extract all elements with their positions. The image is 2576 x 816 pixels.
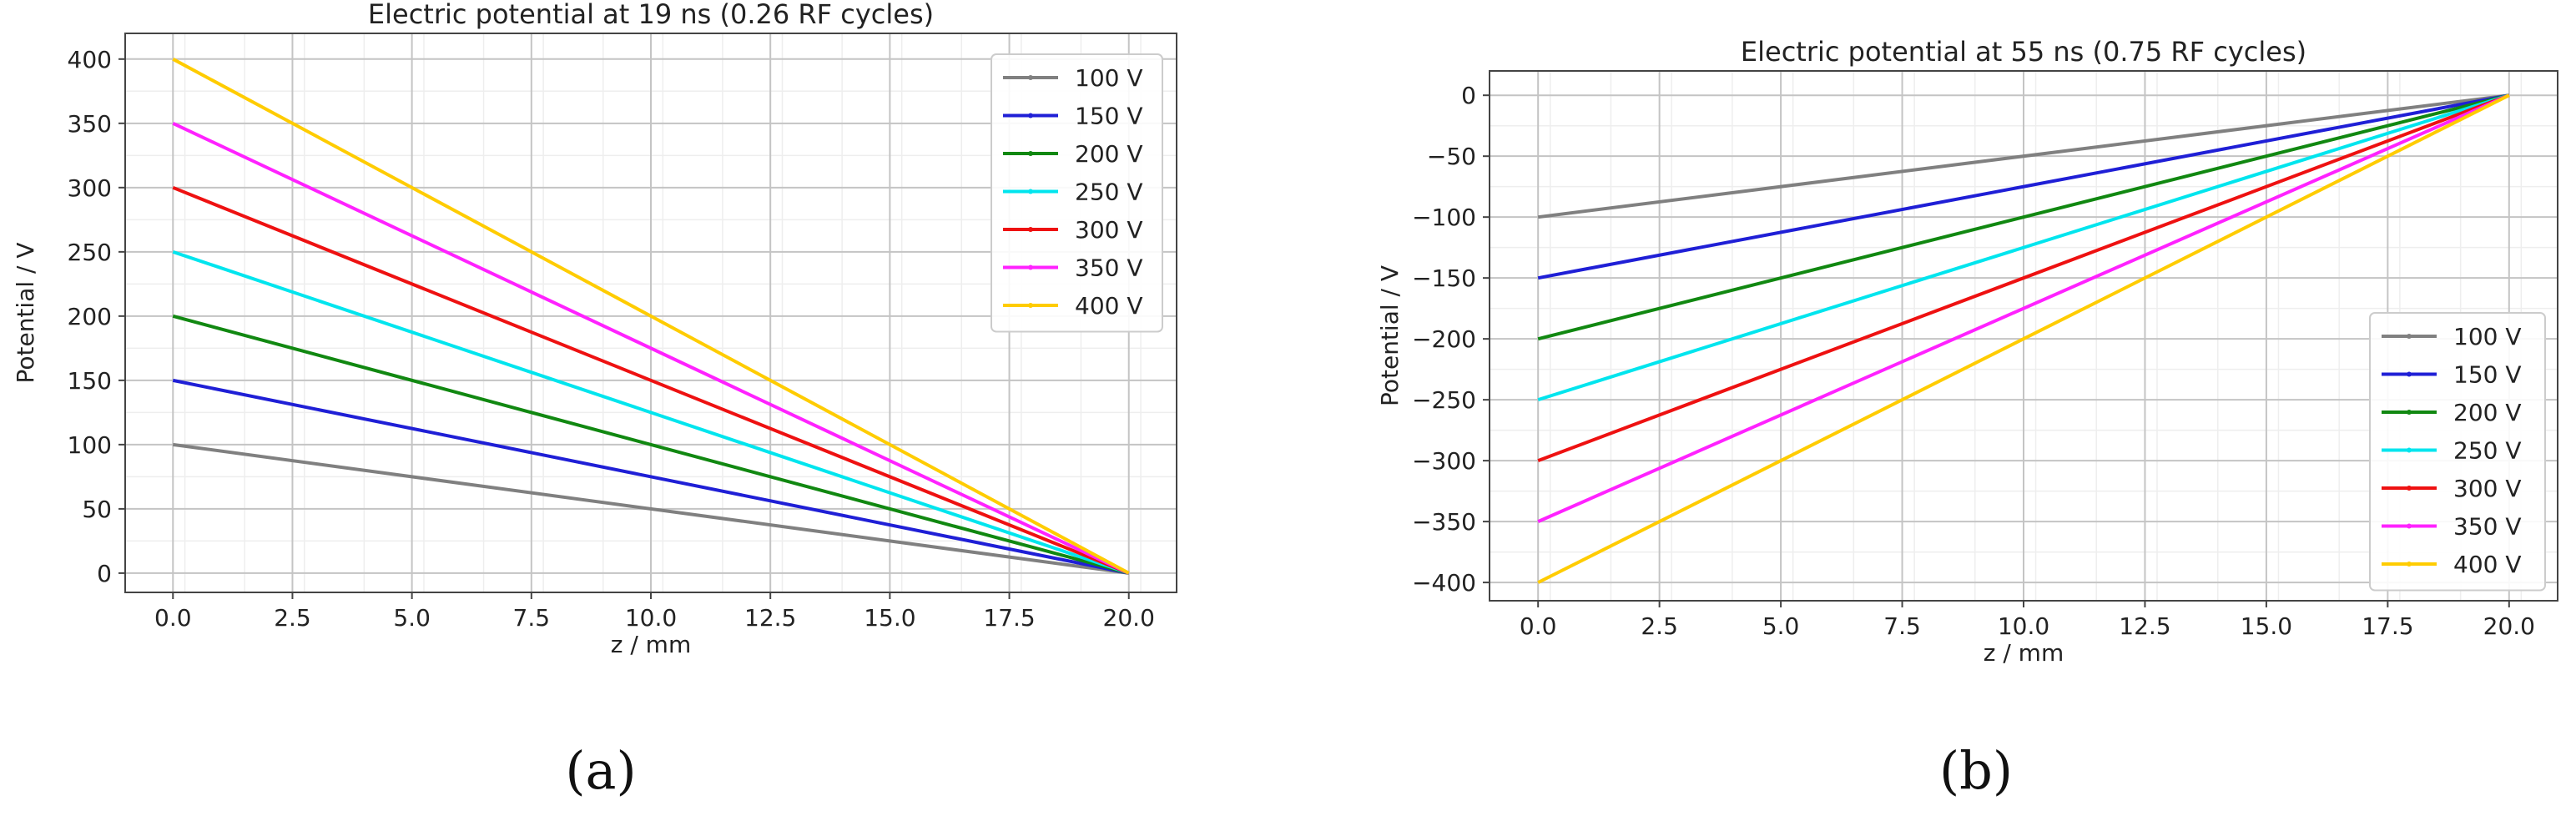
x-axis-label: z / mm <box>611 631 691 658</box>
x-tick-label: 20.0 <box>1103 604 1155 632</box>
x-tick-label: 0.0 <box>1520 612 1557 640</box>
legend-marker <box>2407 371 2412 377</box>
y-tick-label: 250 <box>68 239 112 266</box>
caption-b: (b) <box>1939 740 2013 801</box>
y-tick-label: 100 <box>68 431 112 459</box>
legend-label: 300 V <box>2453 475 2522 502</box>
legend-marker <box>1028 113 1033 118</box>
legend-marker <box>2407 410 2412 415</box>
series-line-150v <box>1537 93 2510 280</box>
legend-marker <box>2407 523 2412 529</box>
y-axis-label: Potential / V <box>12 242 39 383</box>
series-line-150v <box>172 378 1130 575</box>
x-tick-label: 12.5 <box>2119 612 2170 640</box>
legend-box <box>2369 312 2546 592</box>
y-tick-label: −100 <box>1412 204 1476 231</box>
y-tick-label: 50 <box>82 496 112 523</box>
legend-label: 350 V <box>1075 254 1143 282</box>
legend-marker <box>1028 189 1033 194</box>
y-tick-label: −350 <box>1412 508 1476 536</box>
x-tick-label: 17.5 <box>2362 612 2413 640</box>
y-tick-label: 0 <box>97 560 112 587</box>
y-tick-label: −200 <box>1412 325 1476 353</box>
y-tick-label: 0 <box>1461 82 1476 109</box>
x-tick-label: 17.5 <box>983 604 1035 632</box>
y-tick-label: −250 <box>1412 386 1476 414</box>
x-tick-label: 10.0 <box>625 604 677 632</box>
x-tick-label: 5.0 <box>1762 612 1800 640</box>
legend-label: 200 V <box>2453 399 2522 426</box>
y-tick-label: 400 <box>68 46 112 73</box>
series-line-400v <box>1537 93 2510 584</box>
y-tick-label: −50 <box>1427 143 1476 170</box>
legend-label: 250 V <box>2453 437 2522 465</box>
x-tick-label: 2.5 <box>274 604 311 632</box>
y-tick-label: 150 <box>68 367 112 395</box>
x-tick-label: 10.0 <box>1998 612 2049 640</box>
x-tick-label: 20.0 <box>2483 612 2535 640</box>
series-line-100v <box>1537 93 2510 219</box>
y-tick-label: 350 <box>68 110 112 138</box>
x-axis-label: z / mm <box>1984 639 2064 667</box>
x-tick-label: 7.5 <box>513 604 551 632</box>
chart-a: 0.0 2.5 5.0 7.5 10.0 12.5 15.0 17.5 20.0 0 50 100 15… <box>12 0 1177 658</box>
legend-label: 400 V <box>1075 292 1143 320</box>
legend-marker <box>1028 303 1033 308</box>
legend-marker <box>2407 334 2412 339</box>
y-tick-label: 300 <box>68 174 112 202</box>
series-line-200v <box>172 314 1130 575</box>
legend-marker <box>1028 75 1033 80</box>
legend-label: 200 V <box>1075 140 1143 168</box>
series-line-350v <box>172 122 1130 575</box>
x-tick-label: 5.0 <box>393 604 431 632</box>
series-line-300v <box>1537 93 2510 462</box>
legend-marker <box>2407 486 2412 491</box>
legend-label: 400 V <box>2453 551 2522 578</box>
y-tick-label: −400 <box>1412 569 1476 597</box>
y-tick-label: −300 <box>1412 447 1476 475</box>
chart-b: 0.0 2.5 5.0 7.5 10.0 12.5 15.0 17.5 20.0 0 −50 −100… <box>1376 36 2558 667</box>
legend-marker <box>1028 151 1033 156</box>
legend-label: 100 V <box>1075 64 1143 92</box>
caption-a: (a) <box>565 740 636 801</box>
legend-marker <box>2407 562 2412 567</box>
legend-box <box>991 53 1163 333</box>
chart-title: Electric potential at 55 ns (0.75 RF cyc… <box>1741 36 2306 68</box>
series-line-100v <box>173 442 1129 575</box>
legend-label: 150 V <box>1075 103 1143 130</box>
y-axis-label: Potential / V <box>1376 265 1404 406</box>
x-tick-label: 15.0 <box>864 604 915 632</box>
legend-label: 100 V <box>2453 323 2522 350</box>
series-line-350v <box>1537 93 2510 523</box>
series-line-250v <box>172 249 1130 575</box>
legend-label: 350 V <box>2453 513 2522 541</box>
x-tick-label: 15.0 <box>2241 612 2292 640</box>
x-tick-label: 0.0 <box>154 604 192 632</box>
series-line-250v <box>1537 93 2510 402</box>
series-line-200v <box>1537 93 2510 341</box>
y-tick-label: 200 <box>68 303 112 330</box>
chart-title: Electric potential at 19 ns (0.26 RF cyc… <box>368 0 934 30</box>
x-tick-label: 12.5 <box>744 604 796 632</box>
legend-marker <box>1028 264 1033 270</box>
legend-marker <box>1028 227 1033 232</box>
x-tick-label: 2.5 <box>1641 612 1678 640</box>
series-line-300v <box>172 185 1130 575</box>
y-tick-label: −150 <box>1412 264 1476 292</box>
series-line-400v <box>172 58 1130 575</box>
legend-label: 150 V <box>2453 361 2522 389</box>
legend-label: 250 V <box>1075 179 1143 206</box>
x-tick-label: 7.5 <box>1883 612 1921 640</box>
legend-label: 300 V <box>1075 216 1143 244</box>
legend-marker <box>2407 447 2412 453</box>
